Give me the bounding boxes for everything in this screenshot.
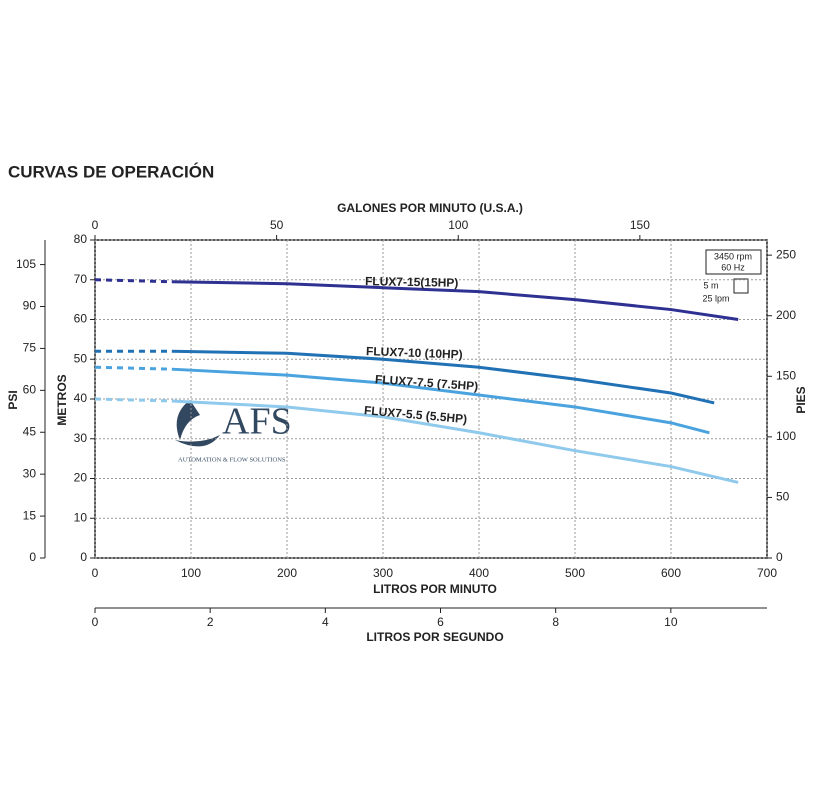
y2-tick-label: 150 — [776, 368, 796, 382]
series-line — [94, 397, 172, 403]
logo-mark — [175, 400, 220, 447]
x3-tick-label: 10 — [664, 615, 678, 629]
y-tick-label: 70 — [74, 272, 88, 286]
annotation: 60 Hz — [721, 262, 745, 272]
y-tick-label: 60 — [74, 312, 88, 326]
x3-axis-title: LITROS POR SEGUNDO — [366, 630, 503, 644]
y3-tick-label: 75 — [23, 341, 37, 355]
speed-box — [705, 249, 762, 275]
y3-tick-label: 0 — [29, 550, 36, 564]
y3-tick-label: 60 — [23, 383, 37, 397]
series-label: FLUX7-7.5 (7.5HP) — [375, 372, 479, 393]
x2-tick-label: 100 — [448, 218, 468, 232]
y2-axis-title: PIES — [794, 386, 808, 413]
series-line — [171, 399, 739, 484]
x-tick-label: 700 — [757, 566, 777, 580]
x-tick-label: 500 — [565, 566, 585, 580]
y-tick-label: 50 — [74, 351, 88, 365]
x2-tick-label: 0 — [92, 218, 99, 232]
annotation: 3450 rpm — [714, 251, 752, 261]
series-line — [171, 280, 739, 321]
y2-tick-label: 50 — [776, 490, 790, 504]
y3-tick-label: 90 — [23, 299, 37, 313]
x3-tick-label: 4 — [322, 615, 329, 629]
y-tick-label: 30 — [74, 431, 88, 445]
y3-tick-label: 30 — [23, 466, 37, 480]
chart-title: CURVAS DE OPERACIÓN — [8, 162, 214, 181]
series-line — [171, 349, 715, 405]
series-line — [171, 367, 710, 435]
x2-tick-label: 50 — [270, 218, 284, 232]
y-tick-label: 10 — [74, 510, 88, 524]
y3-axis-title: PSI — [6, 390, 20, 409]
series-line — [94, 365, 172, 371]
x-tick-label: 600 — [661, 566, 681, 580]
x-tick-label: 100 — [181, 566, 201, 580]
annotation: 5 m — [703, 280, 718, 290]
y-tick-label: 80 — [74, 232, 88, 246]
y3-tick-label: 105 — [16, 257, 36, 271]
x-tick-label: 0 — [92, 566, 99, 580]
watermark: AFS AUTOMATION & FLOW SOLUTIONS — [175, 400, 292, 463]
y-tick-label: 40 — [74, 391, 88, 405]
y2-tick-label: 100 — [776, 429, 796, 443]
y3-tick-label: 15 — [23, 508, 37, 522]
x3-tick-label: 8 — [552, 615, 559, 629]
x-axis-title: LITROS POR MINUTO — [373, 582, 497, 596]
x-tick-label: 300 — [373, 566, 393, 580]
annotation: 25 lpm — [702, 293, 729, 303]
x2-axis-title: GALONES POR MINUTO (U.S.A.) — [337, 201, 523, 215]
y-axis-title: METROS — [55, 374, 69, 425]
y2-tick-label: 0 — [776, 550, 783, 564]
scale-box — [733, 278, 749, 294]
series-line — [94, 278, 172, 284]
y-tick-label: 0 — [80, 550, 87, 564]
series-label: FLUX7-10 (10HP) — [366, 344, 463, 361]
x3-tick-label: 0 — [92, 615, 99, 629]
y2-tick-label: 250 — [776, 247, 796, 261]
y2-tick-label: 200 — [776, 308, 796, 322]
x-tick-label: 200 — [277, 566, 297, 580]
logo-subtitle: AUTOMATION & FLOW SOLUTIONS — [178, 456, 286, 463]
x2-tick-label: 150 — [630, 218, 650, 232]
series-label: FLUX7-15(15HP) — [365, 274, 459, 290]
x3-tick-label: 6 — [437, 615, 444, 629]
y-tick-label: 20 — [74, 471, 88, 485]
x-tick-label: 400 — [469, 566, 489, 580]
x3-tick-label: 2 — [207, 615, 214, 629]
y3-tick-label: 45 — [23, 424, 37, 438]
